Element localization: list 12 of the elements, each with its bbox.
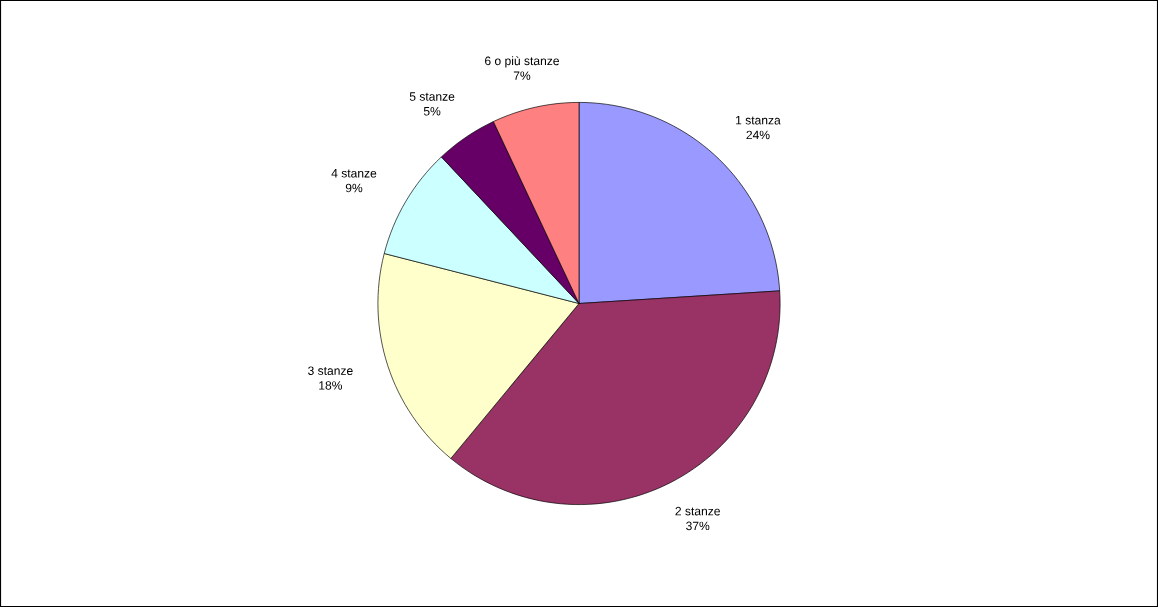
slice-label: 3 stanze xyxy=(308,366,353,375)
data-label: 7% xyxy=(513,71,531,80)
data-label: 9% xyxy=(345,183,363,193)
data-label: 5% xyxy=(423,107,441,116)
data-label: 24% xyxy=(746,130,770,140)
slice-label: 6 o più stanze xyxy=(485,56,559,68)
data-label: 18% xyxy=(319,381,343,390)
slice-label: 2 stanze xyxy=(675,506,720,516)
slice-label: 4 stanze xyxy=(331,169,377,178)
data-label: 37% xyxy=(686,521,710,531)
slice-label: 5 stanze xyxy=(409,92,455,101)
slice-label: 1 stanza xyxy=(736,116,781,125)
